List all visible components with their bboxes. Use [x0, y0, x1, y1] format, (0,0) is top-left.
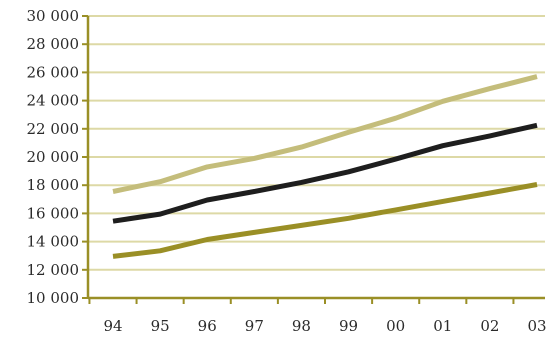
series-line-2 [112, 122, 538, 224]
series-line-1 [112, 74, 538, 194]
series-line-3 [112, 182, 538, 259]
x-tick-label: 98 [292, 317, 311, 335]
y-tick-label: 18 000 [27, 176, 80, 194]
y-tick-label: 28 000 [27, 35, 80, 53]
x-tick-label: 94 [103, 317, 122, 335]
y-tick-label: 10 000 [27, 289, 80, 307]
x-tick-label: 99 [339, 317, 358, 335]
x-tick-label: 97 [245, 317, 264, 335]
x-tick-label: 96 [198, 317, 217, 335]
y-tick-label: 30 000 [27, 7, 80, 25]
x-tick-label: 02 [480, 317, 499, 335]
x-tick-label: 00 [386, 317, 405, 335]
x-axis-ticks: 94 95 96 97 98 99 00 01 02 03 [88, 298, 547, 335]
y-tick-label: 26 000 [27, 63, 80, 81]
y-tick-label: 22 000 [27, 120, 80, 138]
x-tick-label: 03 [527, 317, 546, 335]
y-tick-label: 20 000 [27, 148, 80, 166]
y-tick-label: 24 000 [27, 92, 80, 110]
x-tick-label: 95 [151, 317, 170, 335]
series-lines [112, 74, 538, 259]
y-axis-ticks: 10 000 12 000 14 000 16 000 18 000 20 000 22 0… [27, 7, 88, 307]
y-tick-label: 16 000 [27, 204, 80, 222]
x-tick-label: 01 [433, 317, 452, 335]
y-tick-label: 12 000 [27, 261, 80, 279]
y-tick-label: 14 000 [27, 233, 80, 251]
